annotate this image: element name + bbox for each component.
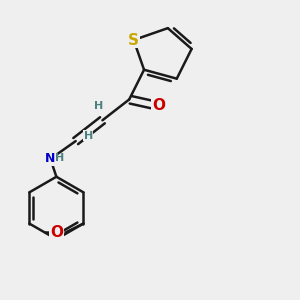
Text: H: H: [84, 131, 93, 141]
Text: S: S: [128, 32, 139, 47]
Text: O: O: [152, 98, 165, 113]
Text: O: O: [50, 225, 63, 240]
Text: H: H: [55, 153, 64, 163]
Text: H: H: [94, 101, 104, 111]
Text: N: N: [45, 152, 56, 165]
